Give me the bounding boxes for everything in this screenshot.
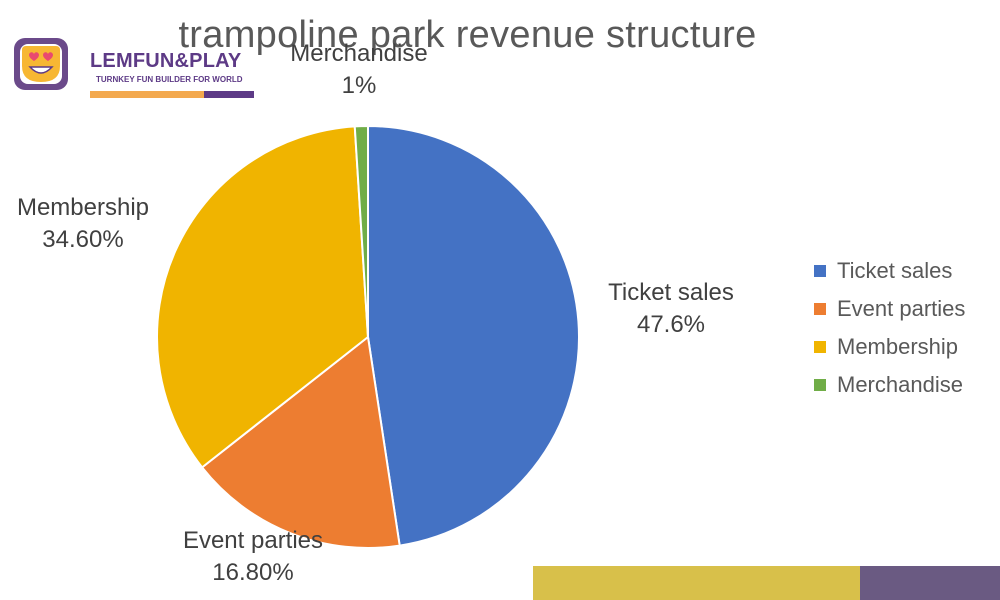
legend-label: Ticket sales: [837, 258, 953, 283]
legend-item: Event parties: [814, 290, 965, 328]
legend-swatch: [814, 303, 826, 315]
smiley-logo-icon: [14, 38, 68, 90]
legend-item: Ticket sales: [814, 252, 965, 290]
legend-swatch: [814, 341, 826, 353]
logo-underline-orange: [90, 91, 204, 98]
pie-slice-ticket-sales: [367, 124, 580, 547]
logo-underline-purple: [204, 91, 254, 98]
legend-swatch: [814, 265, 826, 277]
legend-swatch: [814, 379, 826, 391]
data-label-membership: Membership 34.60%: [17, 194, 149, 253]
pie-slice-membership: [156, 125, 370, 469]
decor-bar-gold: [533, 566, 860, 600]
decor-bar-purple: [860, 566, 1000, 600]
legend-label: Membership: [837, 334, 959, 359]
legend-label: Merchandise: [837, 372, 963, 397]
pie-slice-merchandise: [353, 124, 369, 338]
data-label-event-parties: Event parties 16.80%: [183, 527, 323, 586]
legend-item: Membership: [814, 328, 965, 366]
chart-title: trampoline park revenue structure: [178, 14, 757, 56]
legend-item: Merchandise: [814, 366, 965, 404]
data-label-merchandise: Merchandise 1%: [290, 40, 427, 99]
legend-label: Event parties: [837, 296, 966, 321]
data-label-ticket-sales: Ticket sales 47.6%: [608, 279, 734, 338]
logo-tagline: TURNKEY FUN BUILDER FOR WORLD: [96, 75, 243, 84]
logo-name: LEMFUN&PLAY: [90, 50, 242, 72]
chart-legend: Ticket sales Event parties Membership Me…: [814, 252, 965, 404]
company-logo: LEMFUN&PLAY TURNKEY FUN BUILDER FOR WORL…: [14, 38, 264, 100]
pie-slice-event-parties: [200, 335, 401, 549]
